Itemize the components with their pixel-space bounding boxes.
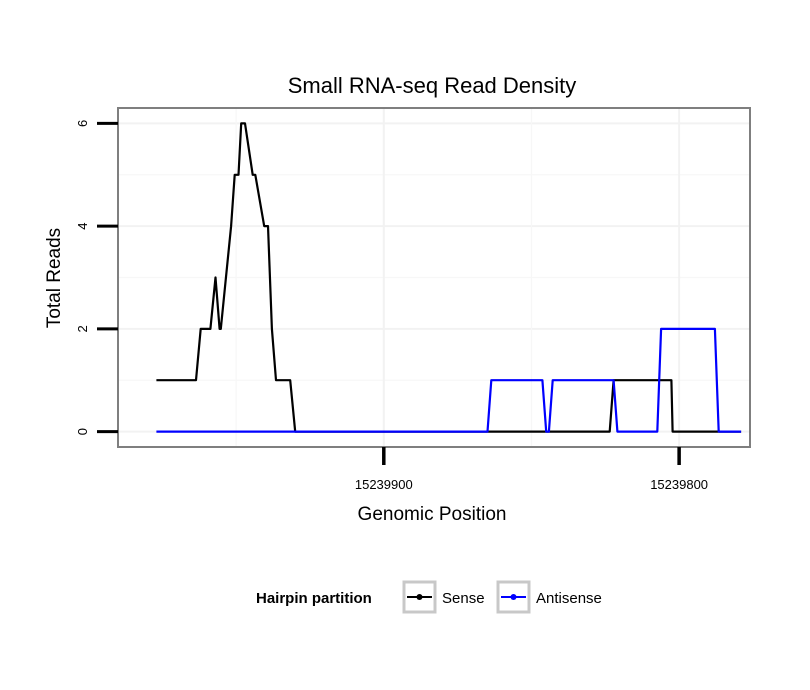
y-axis-title: Total Reads — [44, 228, 65, 328]
x-axis: 15239900 15239800 — [355, 447, 708, 492]
x-tick-label-0: 15239900 — [355, 477, 413, 492]
y-axis: 0 2 4 6 — [75, 120, 118, 435]
y-tick-label-0: 0 — [75, 428, 90, 435]
series-line-antisense — [156, 327, 742, 433]
legend-label-antisense: Antisense — [536, 590, 602, 607]
grid — [118, 108, 750, 447]
legend-label-sense: Sense — [442, 590, 485, 607]
y-tick-label-1: 2 — [75, 325, 90, 332]
chart-title: Small RNA-seq Read Density — [288, 73, 577, 98]
x-tick-label-1: 15239800 — [650, 477, 708, 492]
series-line-sense — [156, 122, 742, 433]
legend-point-antisense — [510, 594, 517, 600]
legend-point-sense — [416, 594, 423, 600]
legend: Hairpin partition Sense Antisense — [256, 580, 602, 614]
plot-border — [117, 107, 751, 448]
y-tick-label-3: 6 — [75, 120, 90, 127]
y-tick-label-2: 4 — [75, 222, 90, 229]
x-axis-title: Genomic Position — [358, 504, 507, 525]
series-group — [156, 122, 742, 433]
legend-title: Hairpin partition — [256, 590, 372, 607]
